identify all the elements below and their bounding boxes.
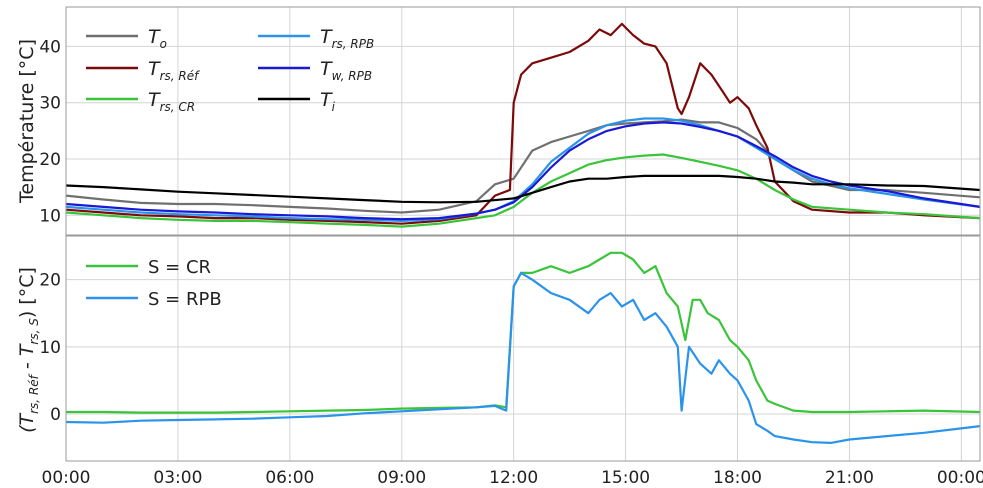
bottom-y-tick-label: 10 [39, 338, 61, 358]
legend-label-t-rs-cr: Trs, CR [148, 89, 195, 114]
bottom-legend: S = CR S = RPB [86, 257, 222, 310]
top-series-lines [65, 22, 981, 228]
x-tick-label: 00:00 [42, 468, 91, 488]
top-y-tick-label: 20 [39, 150, 61, 170]
top-y-tick-label: 40 [39, 37, 61, 57]
bottom-y-ticks: 0 10 20 [39, 271, 61, 425]
legend-label-t-o: To [148, 26, 167, 51]
bottom-y-tick-label: 20 [39, 271, 61, 291]
top-y-axis-label: Température [°C] [16, 39, 38, 204]
legend-label-t-i: Ti [320, 89, 336, 114]
x-tick-label: 21:00 [825, 468, 874, 488]
top-legend: To Trs, Réf Trs, CR Trs, RPB Tw, RPB Ti [86, 26, 374, 114]
x-tick-label: 18:00 [713, 468, 762, 488]
legend-label-s-cr: S = CR [148, 257, 211, 278]
x-tick-label: 03:00 [153, 468, 202, 488]
top-panel: 10 20 30 40 Température [°C] To Trs, Réf Tr… [16, 6, 981, 236]
top-series-t-rs-rpb [65, 117, 981, 222]
top-y-tick-label: 10 [39, 206, 61, 226]
x-tick-label: 15:00 [601, 468, 650, 488]
top-series-t-w-rpb [65, 121, 981, 221]
x-tick-label: 00:00 [937, 468, 983, 488]
bottom-axes-frame [65, 235, 981, 462]
top-axes-frame [65, 6, 981, 236]
top-series-t-rs-cr [65, 153, 981, 228]
top-y-ticks: 10 20 30 40 [39, 37, 61, 226]
legend-label-s-rpb: S = RPB [148, 289, 222, 310]
bottom-series-s-cr [66, 251, 981, 414]
x-tick-label: 09:00 [377, 468, 426, 488]
bottom-y-tick-label: 0 [50, 405, 61, 425]
top-y-tick-label: 30 [39, 94, 61, 114]
x-axis-ticks: 00:00 03:00 06:00 09:00 12:00 15:00 18:00 21:00… [42, 468, 983, 488]
top-series-t-rs-r-f [65, 22, 981, 225]
x-tick-label: 06:00 [265, 468, 314, 488]
legend-label-t-w-rpb: Tw, RPB [320, 58, 372, 83]
x-tick-label: 12:00 [489, 468, 538, 488]
bottom-y-axis-label: (Trs, Réf - Trs, S) [°C] [16, 267, 41, 433]
bottom-panel: 0 10 20 (Trs, Réf - Trs, S) [°C] S = CR S … [16, 235, 981, 462]
bottom-series-s-rpb [65, 271, 981, 444]
top-series-t-i [65, 174, 981, 204]
legend-label-t-rs-ref: Trs, Réf [148, 58, 200, 83]
bottom-series-lines [65, 251, 981, 444]
legend-label-t-rs-rpb: Trs, RPB [320, 26, 374, 51]
